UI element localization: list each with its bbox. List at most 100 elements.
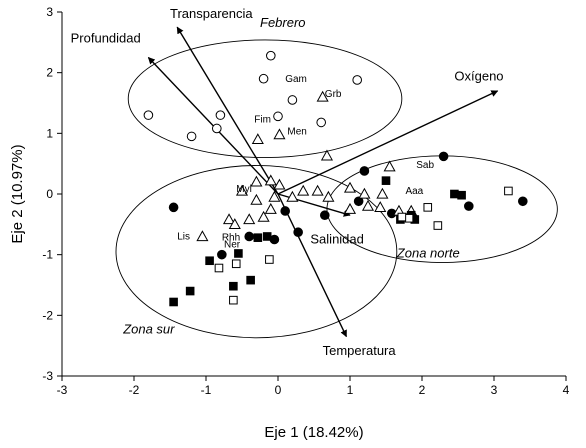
group-label: Febrero [260,15,306,30]
point-triangle-open [358,187,371,199]
point-circle-open [266,50,276,61]
species-label: Gam [285,74,307,85]
point-triangle-open [264,174,277,186]
point-triangle-open [196,230,209,242]
point-square-open [214,263,224,273]
environmental-vectors [147,26,499,338]
point-circle-filled [280,206,291,216]
vector-arrow [277,90,499,195]
point-triangle-open [273,178,286,190]
point-triangle-open [322,190,335,202]
species-label: Ner [224,239,241,250]
point-triangle-open [251,133,264,145]
y-tick-label: 0 [46,187,53,201]
x-axis-title: Eje 1 (18.42%) [264,424,363,441]
point-triangle-open [383,160,396,172]
species-label: Men [287,127,306,138]
vector-label: Salinidad [310,232,364,247]
point-circle-filled [518,196,528,207]
point-triangle-open [257,210,270,222]
group-ellipse [115,165,398,339]
point-triangle-open [343,202,357,214]
vector-label: Transparencia [170,6,253,21]
point-square-filled [450,189,459,199]
point-square-open [231,259,241,269]
x-tick-label: 1 [347,383,354,397]
point-circle-filled [293,227,303,238]
vector-label: Oxígeno [454,69,503,84]
point-circle-filled [217,249,227,260]
vector-label: Temperatura [323,343,397,358]
point-triangle-open [243,213,256,225]
y-tick-label: -1 [42,248,53,262]
point-circle-open [186,131,197,142]
point-circle-filled [353,196,364,207]
point-circle-filled [168,202,179,213]
x-tick-label: -1 [201,383,212,397]
species-label: Aaa [405,186,423,197]
y-tick-label: -3 [42,369,53,383]
species-label: Grb [325,89,342,100]
group-ellipse [127,39,403,159]
group-label: Zona norte [396,246,460,261]
point-square-open [423,203,433,212]
point-square-open [433,221,443,230]
vector-arrow [277,193,348,338]
point-triangle-open [376,187,389,199]
point-square-open [404,213,414,223]
vector-arrow [176,26,279,195]
species-label: Fim [254,114,271,125]
point-triangle-open [343,181,357,193]
point-square-open [504,186,513,196]
point-triangle-open [297,184,310,196]
point-square-filled [381,176,391,185]
point-circle-filled [464,201,474,211]
y-tick-label: 3 [46,5,53,19]
point-square-filled [229,281,238,291]
point-square-open [229,295,238,305]
x-tick-label: 0 [275,383,282,397]
point-triangle-open [361,199,375,211]
x-tick-label: 2 [419,383,426,397]
species-label: Rhh [222,233,240,244]
point-circle-filled [244,231,254,242]
sample-points [143,50,528,307]
x-tick-label: -2 [129,383,140,397]
point-circle-open [258,73,269,84]
point-triangle-open [273,128,286,140]
point-square-filled [253,233,263,242]
point-square-open [397,212,407,222]
point-circle-open [287,95,298,105]
point-square-filled [205,256,214,266]
point-circle-open [352,75,363,85]
point-triangle-open [320,149,334,161]
y-tick-label: 2 [46,66,53,80]
point-triangle-open [374,201,387,213]
species-label: Sab [416,160,434,171]
point-triangle-open [286,190,299,202]
point-circle-filled [359,166,370,176]
point-square-filled [169,297,178,307]
point-triangle-open [250,175,263,187]
point-circle-filled [438,151,449,162]
point-triangle-open [311,184,324,196]
point-triangle-open [250,193,263,205]
x-tick-label: -3 [57,383,68,397]
point-square-filled [262,232,272,241]
point-square-filled [457,190,466,200]
point-triangle-open [264,202,277,214]
point-circle-open [273,111,283,122]
point-circle-filled [320,210,330,221]
point-square-filled [185,286,195,296]
point-triangle-open [222,213,236,225]
species-label: Lis [177,232,190,243]
point-square-filled [234,249,243,258]
point-square-filled [246,275,255,285]
y-tick-label: 1 [46,126,53,140]
species-label: Myl [236,184,252,195]
point-triangle-open [316,90,329,102]
point-circle-open [212,123,222,134]
y-tick-label: -2 [42,308,53,322]
group-ellipses [115,39,558,339]
